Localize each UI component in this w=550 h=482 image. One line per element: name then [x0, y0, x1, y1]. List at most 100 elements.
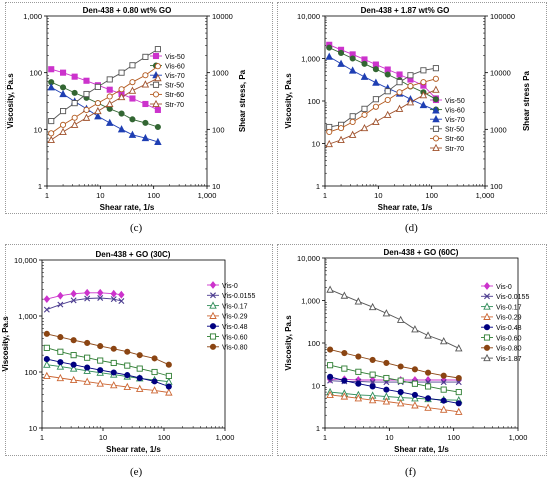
data-point: [327, 346, 334, 353]
y-tick-label: 100: [29, 69, 42, 78]
data-point: [349, 113, 356, 120]
series-line: [329, 289, 459, 349]
data-point: [326, 123, 333, 131]
data-point: [135, 384, 144, 392]
x-tick-label: 10: [385, 433, 393, 442]
y-axis-label: Viscosity, Pa.s: [1, 316, 10, 372]
data-point: [59, 127, 67, 135]
chart-title: Den-438 + 1.87 wt% GO: [361, 6, 450, 15]
legend-label: Vis-0: [222, 283, 238, 290]
series-line: [330, 378, 459, 381]
data-point: [97, 343, 104, 350]
y-tick-label: 1: [316, 182, 320, 191]
x-axis-label: Shear rate, 1/s: [394, 445, 449, 454]
chart-d: 1 10 100 1,0001101001,00010,000100100010000…: [284, 6, 531, 212]
y-tick-label: 10: [34, 125, 42, 134]
y-tick-label: 1: [316, 424, 320, 433]
y2-tick-label: 100: [212, 125, 225, 134]
series-Vis-60: [48, 79, 161, 131]
data-point: [411, 325, 419, 333]
data-point: [60, 69, 67, 76]
legend-marker: [209, 311, 217, 319]
x-tick-label: 1,000: [198, 191, 217, 200]
data-point: [70, 120, 79, 128]
data-point: [94, 100, 101, 107]
y-tick-label: 10,000: [297, 254, 320, 263]
data-point: [361, 111, 368, 118]
data-point: [57, 301, 64, 308]
data-point: [165, 361, 172, 368]
data-point: [83, 90, 90, 98]
y2-tick-label: 100: [490, 182, 503, 191]
legend-marker: [483, 344, 491, 351]
data-point: [94, 83, 101, 90]
x-axis-label: Shear rate, 1/s: [100, 203, 155, 212]
series-line: [50, 87, 159, 143]
series-Str-70: [325, 85, 440, 148]
data-point: [337, 59, 345, 67]
data-point: [349, 55, 356, 62]
y2-tick-label: 10000: [212, 12, 233, 21]
data-point: [327, 362, 334, 369]
data-point: [396, 399, 405, 407]
data-point: [48, 118, 55, 125]
data-point: [43, 356, 50, 363]
caption-e: (e): [130, 466, 143, 478]
data-point: [110, 369, 117, 376]
x-tick-label: 100: [447, 433, 460, 442]
data-point: [455, 400, 462, 407]
data-point: [396, 71, 403, 78]
series-Vis-1.87: [326, 285, 463, 352]
data-point: [341, 350, 348, 357]
legend-marker: [483, 353, 491, 362]
data-point: [165, 388, 173, 396]
y-tick-label: 100: [24, 368, 37, 377]
y-axis-label: Viscosity, Pa.s: [6, 73, 15, 129]
data-point: [340, 392, 349, 400]
data-point: [151, 378, 158, 385]
caption-f: (f): [405, 466, 416, 478]
data-point: [383, 359, 390, 366]
data-point: [118, 110, 125, 117]
data-point: [384, 88, 391, 95]
legend-label: Str-50: [445, 127, 464, 134]
data-point: [110, 296, 117, 303]
plot-area: [46, 15, 208, 187]
x-tick-label: 1: [45, 191, 49, 200]
x-tick-label: 1,000: [509, 433, 528, 442]
data-point: [360, 123, 369, 132]
data-point: [47, 135, 55, 143]
legend-marker: [483, 334, 491, 341]
data-point: [60, 84, 67, 91]
series-line: [329, 89, 437, 145]
x-tick-label: 1: [323, 191, 327, 200]
data-point: [124, 362, 131, 369]
data-point: [411, 391, 418, 398]
y-tick-label: 1,000: [23, 12, 42, 21]
chart-title: Den-438 + GO (30C): [96, 250, 171, 259]
legend-marker: [483, 324, 491, 331]
data-point: [142, 53, 149, 60]
series-Vis-0: [43, 288, 125, 304]
data-point: [354, 297, 363, 305]
data-point: [372, 103, 379, 110]
data-point: [369, 376, 376, 384]
data-point: [106, 76, 113, 83]
panel-d-frame: [277, 2, 547, 214]
data-point: [60, 108, 67, 115]
series-Vis-0.29: [43, 371, 173, 396]
data-point: [411, 401, 419, 409]
data-point: [118, 298, 125, 305]
series-Vis-0.48: [327, 373, 462, 407]
data-point: [57, 291, 64, 300]
legend-label: Vis-0.48: [496, 325, 522, 332]
data-point: [117, 92, 126, 101]
legend-marker: [432, 143, 440, 152]
data-point: [396, 315, 405, 323]
data-point: [419, 91, 428, 99]
data-point: [440, 386, 447, 393]
data-point: [57, 348, 64, 355]
y2-axis-label: Shear stress Pa: [522, 70, 531, 131]
data-point: [82, 113, 91, 121]
data-point: [354, 394, 363, 402]
